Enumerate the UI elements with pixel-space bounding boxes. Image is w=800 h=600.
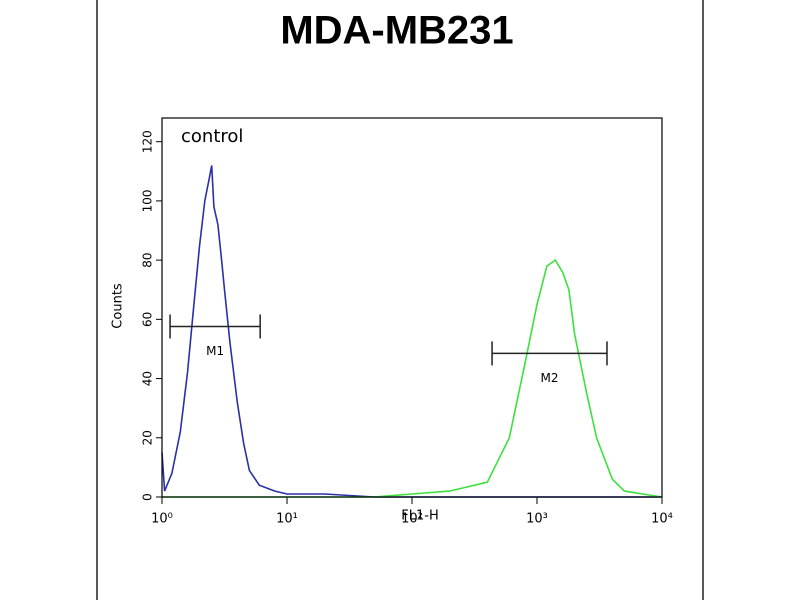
y-axis-label: Counts — [111, 283, 126, 329]
x-tick-label: 10¹ — [276, 512, 298, 527]
y-tick-label: 100 — [141, 189, 155, 212]
annotation: control — [181, 126, 243, 147]
plot-border — [161, 117, 663, 498]
x-tick-label: 10⁰ — [151, 512, 173, 527]
marker-label: M2 — [541, 371, 559, 385]
x-tick-label: 10³ — [526, 512, 548, 527]
y-tick-label: 20 — [141, 430, 155, 445]
histogram-line — [161, 165, 662, 498]
x-tick-label: 10² — [401, 512, 423, 527]
y-tick-label: 40 — [141, 371, 155, 386]
histogram-line — [162, 258, 663, 498]
chart-title: MDA-MB231 — [280, 9, 513, 53]
y-tick-label: 60 — [141, 312, 155, 327]
x-axis-label: FL1-H — [401, 509, 438, 524]
marker-label: M1 — [206, 344, 224, 358]
y-tick-label: 0 — [141, 493, 155, 501]
y-tick-label: 80 — [141, 252, 155, 267]
y-tick-label: 120 — [141, 130, 155, 153]
x-tick-label: 10⁴ — [651, 512, 673, 527]
